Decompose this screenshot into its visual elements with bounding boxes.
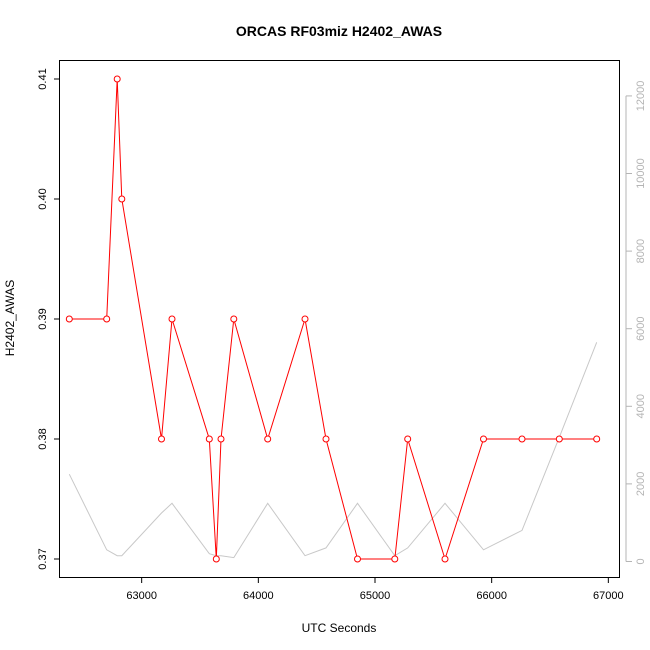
y-tick-label: 0.38 [37, 428, 49, 449]
primary-series-point [65, 315, 73, 323]
x-tick-label: 66000 [476, 590, 507, 602]
primary-series-point [230, 315, 238, 323]
primary-series-point [354, 555, 361, 563]
primary-series-point [113, 75, 121, 83]
primary-series-point [322, 435, 330, 443]
primary-series-point [158, 435, 165, 443]
primary-series-point [205, 435, 213, 443]
primary-series-point [217, 435, 225, 443]
y2-tick-label: 0 [635, 558, 647, 564]
primary-series-point [301, 315, 309, 323]
primary-series-point [168, 315, 176, 323]
primary-series-point [518, 435, 526, 443]
y-tick-label: 0.39 [37, 308, 49, 329]
secondary-series-layer [68, 342, 598, 559]
y-tick-label: 0.41 [37, 68, 49, 89]
y2-tick-label: 4000 [635, 394, 647, 418]
y2-tick-label: 2000 [635, 472, 647, 496]
primary-series-point [264, 435, 272, 443]
y-tick-label: 0.37 [37, 548, 49, 569]
chart-title: ORCAS RF03miz H2402_AWAS [236, 23, 442, 39]
primary-series-layer [65, 75, 601, 563]
primary-series-point [480, 435, 487, 443]
x-tick-label: 65000 [360, 590, 391, 602]
x-tick-label: 64000 [243, 590, 274, 602]
y-axis-label: H2402_AWAS [3, 280, 17, 356]
primary-series-point [441, 555, 449, 563]
primary-series-point [391, 555, 399, 563]
primary-series-point [103, 315, 111, 323]
y-axis-left: 0.37 0.38 0.39 0.40 0.41 [37, 68, 60, 570]
x-axis: 63000 64000 65000 66000 67000 [126, 577, 624, 602]
primary-series-point [404, 435, 412, 443]
y2-tick-label: 10000 [635, 158, 647, 189]
x-tick-label: 67000 [593, 590, 624, 602]
primary-series-point [212, 555, 220, 563]
primary-series-line [69, 78, 597, 561]
x-axis-label: UTC Seconds [302, 621, 377, 635]
primary-series-point [555, 435, 563, 443]
y2-tick-label: 12000 [635, 81, 647, 112]
x-tick-label: 63000 [126, 590, 157, 602]
y2-tick-label: 6000 [635, 316, 647, 340]
primary-series-point [118, 195, 126, 203]
primary-series-point [593, 435, 601, 443]
secondary-series-line [68, 342, 598, 559]
y2-tick-label: 8000 [635, 239, 647, 263]
plot-frame [59, 60, 620, 578]
y-tick-label: 0.40 [37, 188, 49, 209]
y-axis-right: 0 2000 4000 6000 8000 10000 12000 [625, 81, 647, 565]
